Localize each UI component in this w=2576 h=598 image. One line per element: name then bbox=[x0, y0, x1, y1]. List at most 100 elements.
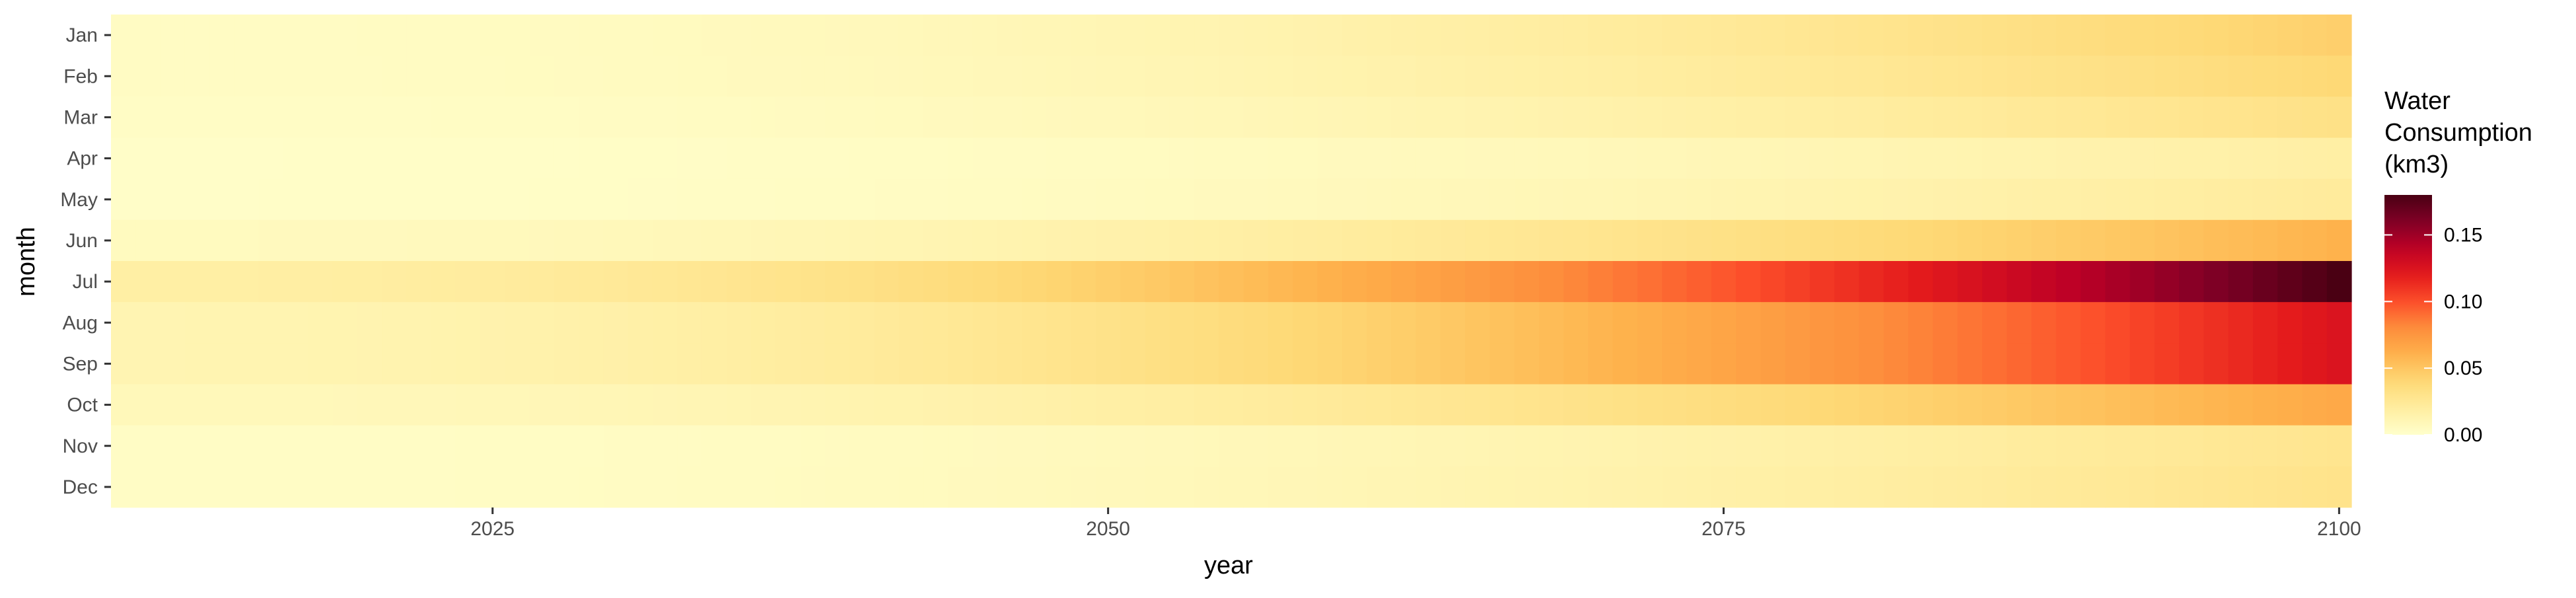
heatmap-tile-aug-2037 bbox=[775, 302, 801, 344]
heatmap-tile-jul-2069 bbox=[1563, 261, 1589, 303]
heatmap-tile-sep-2072 bbox=[1637, 343, 1663, 385]
heatmap-tile-oct-2052 bbox=[1145, 384, 1170, 426]
heatmap-tile-may-2035 bbox=[726, 178, 752, 221]
heatmap-tile-oct-2065 bbox=[1465, 384, 1490, 426]
heatmap-tile-nov-2038 bbox=[800, 425, 826, 467]
heatmap-tile-apr-2065 bbox=[1465, 137, 1490, 180]
heatmap-tile-jun-2074 bbox=[1686, 219, 1712, 262]
heatmap-tile-mar-2018 bbox=[308, 96, 334, 138]
heatmap-tile-jan-2054 bbox=[1194, 15, 1219, 56]
heatmap-tile-apr-2073 bbox=[1662, 137, 1688, 180]
heatmap-tile-oct-2077 bbox=[1760, 384, 1786, 426]
heatmap-tile-feb-2076 bbox=[1736, 56, 1761, 97]
heatmap-tile-apr-2032 bbox=[653, 137, 678, 180]
heatmap-tile-dec-2025 bbox=[480, 466, 505, 508]
heatmap-tile-dec-2035 bbox=[726, 466, 752, 508]
heatmap-tile-dec-2023 bbox=[431, 466, 456, 508]
heatmap-tile-jan-2068 bbox=[1538, 15, 1564, 56]
heatmap-tile-mar-2016 bbox=[258, 96, 284, 138]
heatmap-tile-may-2031 bbox=[627, 178, 653, 221]
heatmap-tile-jun-2089 bbox=[2056, 219, 2081, 262]
heatmap-tile-jan-2052 bbox=[1145, 15, 1170, 56]
heatmap-tile-apr-2021 bbox=[382, 137, 407, 180]
heatmap-tile-jan-2038 bbox=[800, 15, 826, 56]
heatmap-tile-sep-2052 bbox=[1145, 343, 1170, 385]
heatmap-tile-dec-2043 bbox=[923, 466, 948, 508]
heatmap-tile-dec-2090 bbox=[2080, 466, 2106, 508]
heatmap-tile-feb-2022 bbox=[406, 56, 432, 97]
heatmap-tile-mar-2051 bbox=[1120, 96, 1146, 138]
heatmap-tile-mar-2097 bbox=[2252, 96, 2278, 138]
heatmap-tile-jan-2099 bbox=[2302, 15, 2328, 56]
heatmap-tile-nov-2026 bbox=[505, 425, 530, 467]
heatmap-tile-mar-2044 bbox=[948, 96, 974, 138]
heatmap-tile-sep-2029 bbox=[579, 343, 604, 385]
heatmap-tile-jun-2054 bbox=[1194, 219, 1219, 262]
heatmap-tile-jun-2028 bbox=[554, 219, 579, 262]
heatmap-tile-aug-2045 bbox=[972, 302, 998, 344]
heatmap-tile-sep-2023 bbox=[431, 343, 456, 385]
heatmap-tile-mar-2025 bbox=[480, 96, 505, 138]
heatmap-tile-feb-2054 bbox=[1194, 56, 1219, 97]
heatmap-tile-jan-2046 bbox=[997, 15, 1022, 56]
heatmap-tile-may-2028 bbox=[554, 178, 579, 221]
heatmap-tile-feb-2034 bbox=[701, 56, 727, 97]
x-tick-label-2050: 2050 bbox=[1086, 518, 1130, 540]
heatmap-tile-jun-2021 bbox=[382, 219, 407, 262]
heatmap-tile-may-2098 bbox=[2277, 178, 2303, 221]
heatmap-tile-apr-2069 bbox=[1563, 137, 1589, 180]
heatmap-tile-feb-2083 bbox=[1908, 56, 1933, 97]
heatmap-tile-apr-2016 bbox=[258, 137, 284, 180]
heatmap-tile-mar-2045 bbox=[972, 96, 998, 138]
heatmap-tile-mar-2043 bbox=[923, 96, 948, 138]
heatmap-tile-dec-2062 bbox=[1391, 466, 1417, 508]
heatmap-tile-sep-2031 bbox=[627, 343, 653, 385]
heatmap-tile-oct-2017 bbox=[283, 384, 308, 426]
heatmap-tile-aug-2020 bbox=[357, 302, 382, 344]
heatmap-tile-jun-2030 bbox=[603, 219, 629, 262]
heatmap-tile-mar-2082 bbox=[1883, 96, 1909, 138]
heatmap-tile-may-2055 bbox=[1219, 178, 1244, 221]
heatmap-tile-dec-2058 bbox=[1293, 466, 1318, 508]
heatmap-tile-may-2075 bbox=[1711, 178, 1736, 221]
heatmap-tile-aug-2034 bbox=[701, 302, 727, 344]
heatmap-tile-aug-2091 bbox=[2105, 302, 2131, 344]
heatmap-tile-may-2019 bbox=[332, 178, 358, 221]
heatmap-tile-may-2032 bbox=[653, 178, 678, 221]
heatmap-tile-sep-2048 bbox=[1046, 343, 1072, 385]
heatmap-tile-may-2046 bbox=[997, 178, 1022, 221]
heatmap-tile-feb-2057 bbox=[1268, 56, 1293, 97]
heatmap-tile-jul-2064 bbox=[1440, 261, 1466, 303]
heatmap-tile-sep-2053 bbox=[1169, 343, 1195, 385]
heatmap-tile-nov-2055 bbox=[1219, 425, 1244, 467]
heatmap-tile-jun-2097 bbox=[2252, 219, 2278, 262]
heatmap-tile-jun-2087 bbox=[2007, 219, 2032, 262]
heatmap-tile-oct-2061 bbox=[1367, 384, 1392, 426]
heatmap-tile-aug-2049 bbox=[1071, 302, 1096, 344]
heatmap-tile-mar-2054 bbox=[1194, 96, 1219, 138]
heatmap-tile-jul-2052 bbox=[1145, 261, 1170, 303]
heatmap-tile-aug-2056 bbox=[1243, 302, 1269, 344]
heatmap-tile-dec-2082 bbox=[1883, 466, 1909, 508]
heatmap-tile-apr-2017 bbox=[283, 137, 308, 180]
heatmap-tile-jun-2045 bbox=[972, 219, 998, 262]
heatmap-tile-may-2039 bbox=[824, 178, 850, 221]
heatmap-tile-may-2025 bbox=[480, 178, 505, 221]
heatmap-tile-mar-2078 bbox=[1785, 96, 1810, 138]
heatmap-tile-jun-2047 bbox=[1022, 219, 1048, 262]
heatmap-tile-sep-2017 bbox=[283, 343, 308, 385]
heatmap-tile-may-2011 bbox=[135, 178, 161, 221]
heatmap-tile-jan-2027 bbox=[529, 15, 555, 56]
heatmap-tile-aug-2061 bbox=[1367, 302, 1392, 344]
heatmap-tile-mar-2056 bbox=[1243, 96, 1269, 138]
heatmap-tile-may-2095 bbox=[2203, 178, 2229, 221]
heatmap-tile-apr-2058 bbox=[1293, 137, 1318, 180]
heatmap-tile-dec-2067 bbox=[1514, 466, 1540, 508]
heatmap-tile-aug-2038 bbox=[800, 302, 826, 344]
heatmap-tile-jun-2094 bbox=[2179, 219, 2204, 262]
heatmap-tile-nov-2027 bbox=[529, 425, 555, 467]
heatmap-tile-apr-2068 bbox=[1538, 137, 1564, 180]
heatmap-tile-dec-2019 bbox=[332, 466, 358, 508]
heatmap-tile-sep-2082 bbox=[1883, 343, 1909, 385]
heatmap-tile-jul-2074 bbox=[1686, 261, 1712, 303]
